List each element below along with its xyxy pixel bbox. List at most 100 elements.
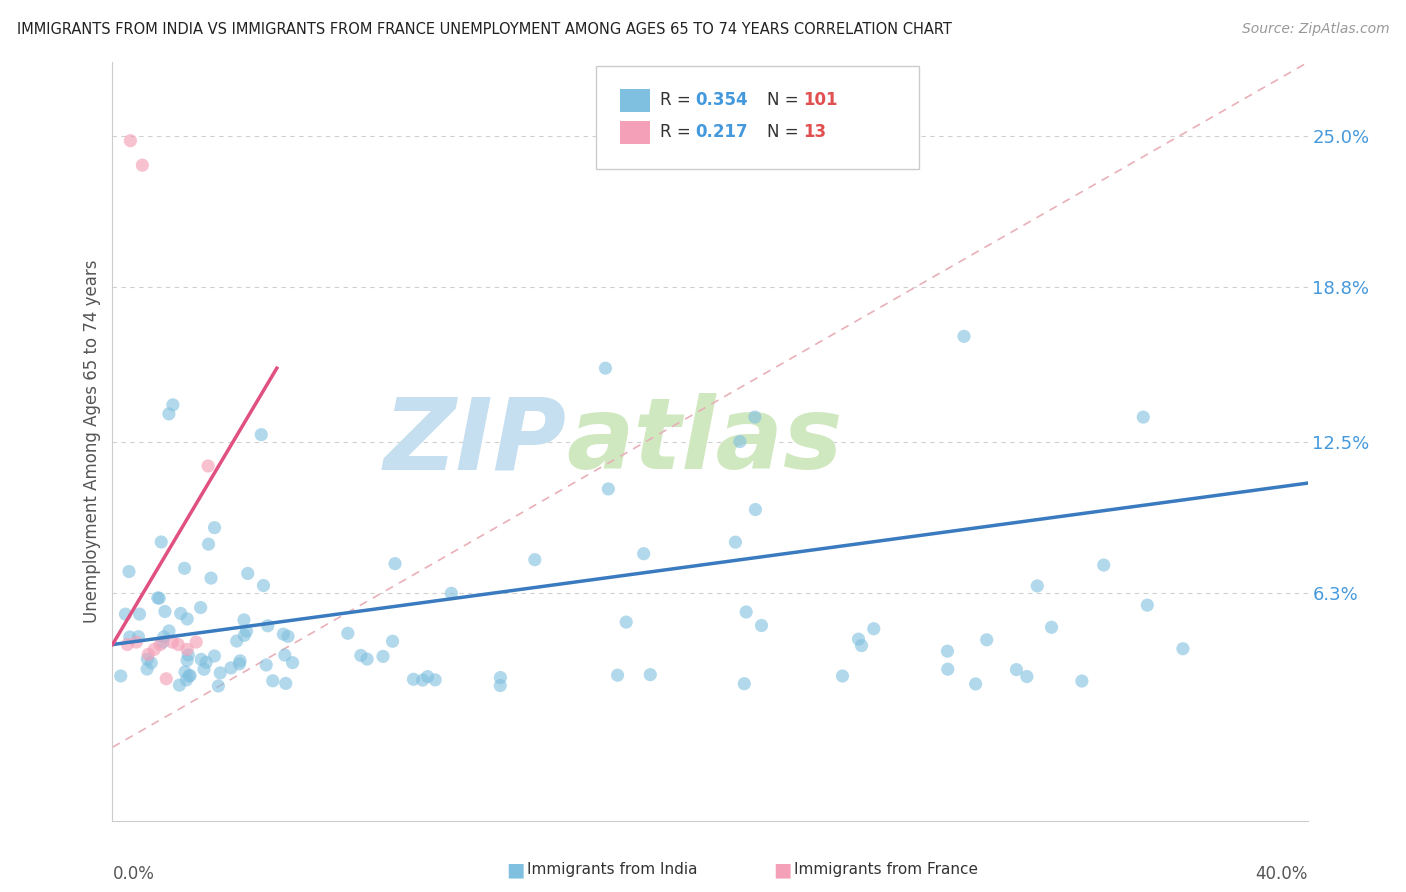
Point: [273, 627, 295, 641]
Point: [336, 626, 359, 640]
Point: [831, 669, 853, 683]
Point: [152, 630, 174, 644]
Point: [204, 648, 226, 663]
Point: [489, 679, 512, 693]
Text: Immigrants from France: Immigrants from France: [794, 863, 979, 877]
Point: [1015, 669, 1038, 683]
Point: [381, 634, 404, 648]
Point: [751, 618, 773, 632]
Point: [851, 639, 873, 653]
Point: [176, 673, 198, 687]
Point: [274, 676, 297, 690]
Point: [219, 661, 242, 675]
Point: [254, 657, 277, 672]
Point: [176, 612, 198, 626]
Point: [256, 619, 278, 633]
Point: [936, 644, 959, 658]
Point: [209, 665, 232, 680]
Point: [152, 635, 174, 649]
Point: [235, 624, 257, 639]
Point: [252, 578, 274, 592]
Point: [1026, 579, 1049, 593]
Point: [953, 329, 976, 343]
Text: IMMIGRANTS FROM INDIA VS IMMIGRANTS FROM FRANCE UNEMPLOYMENT AMONG AGES 65 TO 74: IMMIGRANTS FROM INDIA VS IMMIGRANTS FROM…: [17, 22, 952, 37]
Point: [200, 571, 222, 585]
Point: [744, 410, 766, 425]
Point: [633, 547, 655, 561]
Text: Source: ZipAtlas.com: Source: ZipAtlas.com: [1241, 22, 1389, 37]
Point: [350, 648, 373, 663]
Point: [162, 398, 184, 412]
Text: R =: R =: [659, 123, 690, 141]
Point: [228, 657, 250, 671]
Point: [595, 361, 617, 376]
Point: [489, 671, 512, 685]
Point: [236, 566, 259, 581]
Point: [149, 638, 172, 652]
Point: [193, 662, 215, 676]
FancyBboxPatch shape: [620, 89, 651, 112]
Point: [162, 635, 183, 649]
Point: [412, 673, 434, 687]
FancyBboxPatch shape: [596, 66, 920, 169]
Point: [735, 605, 758, 619]
Point: [1092, 558, 1115, 572]
Point: [233, 613, 256, 627]
Point: [728, 434, 751, 449]
Point: [848, 632, 870, 647]
Point: [1132, 410, 1154, 425]
Point: [371, 649, 394, 664]
Point: [606, 668, 628, 682]
Point: [190, 652, 212, 666]
Point: [233, 628, 256, 642]
Point: [138, 648, 160, 662]
Text: 0.217: 0.217: [696, 123, 748, 141]
Point: [153, 605, 176, 619]
Text: 101: 101: [803, 91, 838, 110]
Point: [118, 630, 141, 644]
Point: [177, 669, 200, 683]
Point: [250, 427, 273, 442]
Text: 0.354: 0.354: [696, 91, 748, 110]
Text: ■: ■: [773, 860, 792, 880]
Point: [167, 638, 190, 652]
Y-axis label: Unemployment Among Ages 65 to 74 years: Unemployment Among Ages 65 to 74 years: [83, 260, 101, 624]
Point: [262, 673, 284, 688]
Text: N =: N =: [768, 123, 799, 141]
Text: 13: 13: [803, 123, 827, 141]
Point: [733, 677, 755, 691]
Point: [128, 607, 150, 621]
Point: [120, 134, 142, 148]
Point: [1171, 641, 1194, 656]
Point: [598, 482, 620, 496]
Point: [169, 678, 191, 692]
Point: [356, 652, 378, 666]
Point: [1005, 663, 1028, 677]
Point: [640, 667, 662, 681]
Point: [150, 535, 173, 549]
Point: [207, 679, 229, 693]
Point: [114, 607, 136, 622]
Point: [614, 615, 637, 629]
Text: Immigrants from India: Immigrants from India: [527, 863, 697, 877]
Text: N =: N =: [768, 91, 799, 110]
Point: [1136, 598, 1159, 612]
Point: [1040, 620, 1063, 634]
Point: [179, 668, 201, 682]
Point: [155, 672, 177, 686]
Point: [177, 648, 200, 662]
Point: [936, 662, 959, 676]
Point: [197, 458, 219, 473]
Point: [110, 669, 132, 683]
Point: [136, 662, 159, 676]
Point: [195, 656, 218, 670]
Point: [274, 648, 297, 662]
Text: atlas: atlas: [567, 393, 844, 490]
Point: [416, 670, 439, 684]
Point: [976, 632, 998, 647]
Point: [176, 642, 198, 657]
Point: [174, 665, 197, 679]
Point: [186, 635, 208, 649]
Point: [277, 629, 299, 643]
Point: [423, 673, 446, 687]
